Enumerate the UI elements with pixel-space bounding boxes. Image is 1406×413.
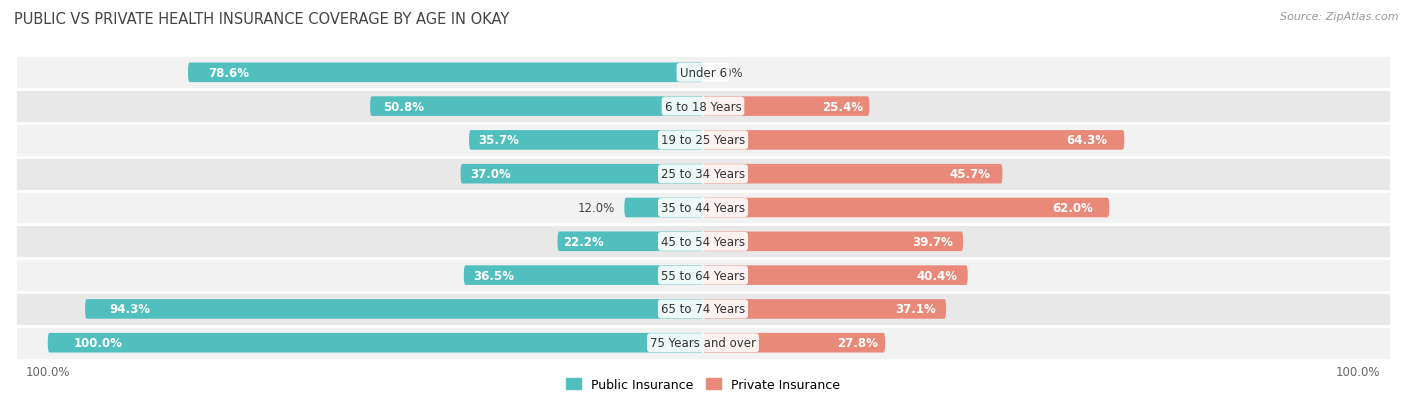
Text: 22.2%: 22.2%	[564, 235, 605, 248]
Bar	[15, 326, 1391, 360]
FancyBboxPatch shape	[703, 164, 1002, 184]
Text: 55 to 64 Years: 55 to 64 Years	[661, 269, 745, 282]
Text: 75 Years and over: 75 Years and over	[650, 337, 756, 349]
Text: 36.5%: 36.5%	[474, 269, 515, 282]
Text: 35 to 44 Years: 35 to 44 Years	[661, 202, 745, 214]
Text: 78.6%: 78.6%	[208, 66, 250, 80]
Text: 45.7%: 45.7%	[949, 168, 990, 181]
Text: 50.8%: 50.8%	[384, 100, 425, 113]
Bar	[15, 191, 1391, 225]
Bar	[15, 292, 1391, 326]
Text: 27.8%: 27.8%	[837, 337, 877, 349]
Text: 37.1%: 37.1%	[896, 303, 936, 316]
FancyBboxPatch shape	[703, 266, 967, 285]
Text: 40.4%: 40.4%	[917, 269, 957, 282]
FancyBboxPatch shape	[624, 198, 703, 218]
FancyBboxPatch shape	[558, 232, 703, 252]
FancyBboxPatch shape	[464, 266, 703, 285]
Bar	[15, 157, 1391, 191]
FancyBboxPatch shape	[703, 299, 946, 319]
Text: 65 to 74 Years: 65 to 74 Years	[661, 303, 745, 316]
FancyBboxPatch shape	[370, 97, 703, 116]
Legend: Public Insurance, Private Insurance: Public Insurance, Private Insurance	[561, 373, 845, 396]
Text: PUBLIC VS PRIVATE HEALTH INSURANCE COVERAGE BY AGE IN OKAY: PUBLIC VS PRIVATE HEALTH INSURANCE COVER…	[14, 12, 509, 27]
Text: 37.0%: 37.0%	[470, 168, 510, 181]
Text: 94.3%: 94.3%	[110, 303, 150, 316]
FancyBboxPatch shape	[703, 333, 886, 353]
FancyBboxPatch shape	[461, 164, 703, 184]
FancyBboxPatch shape	[470, 131, 703, 150]
Bar	[15, 259, 1391, 292]
FancyBboxPatch shape	[188, 63, 703, 83]
Text: 6 to 18 Years: 6 to 18 Years	[665, 100, 741, 113]
Text: 62.0%: 62.0%	[1052, 202, 1092, 214]
Text: 25 to 34 Years: 25 to 34 Years	[661, 168, 745, 181]
Text: 0.0%: 0.0%	[713, 66, 742, 80]
Bar	[15, 90, 1391, 124]
Text: 35.7%: 35.7%	[478, 134, 519, 147]
Text: Source: ZipAtlas.com: Source: ZipAtlas.com	[1281, 12, 1399, 22]
FancyBboxPatch shape	[703, 97, 869, 116]
Text: 12.0%: 12.0%	[578, 202, 614, 214]
Bar	[15, 124, 1391, 157]
FancyBboxPatch shape	[703, 198, 1109, 218]
FancyBboxPatch shape	[703, 131, 1125, 150]
FancyBboxPatch shape	[86, 299, 703, 319]
Text: 45 to 54 Years: 45 to 54 Years	[661, 235, 745, 248]
FancyBboxPatch shape	[48, 333, 703, 353]
FancyBboxPatch shape	[703, 232, 963, 252]
Text: 64.3%: 64.3%	[1067, 134, 1108, 147]
Bar	[15, 225, 1391, 259]
Text: 19 to 25 Years: 19 to 25 Years	[661, 134, 745, 147]
Text: 25.4%: 25.4%	[821, 100, 863, 113]
Bar	[15, 56, 1391, 90]
Text: 100.0%: 100.0%	[75, 337, 122, 349]
Text: 39.7%: 39.7%	[912, 235, 953, 248]
Text: Under 6: Under 6	[679, 66, 727, 80]
